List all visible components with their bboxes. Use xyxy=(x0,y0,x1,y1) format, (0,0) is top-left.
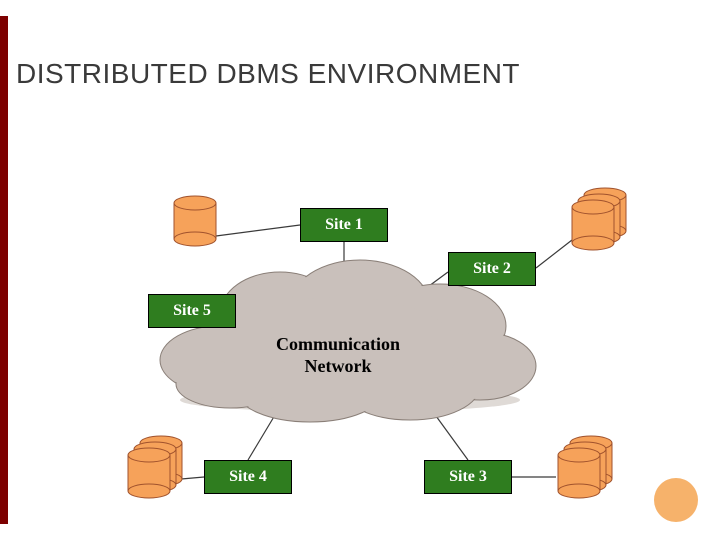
site1-label: Site 1 xyxy=(325,216,363,234)
site3-label: Site 3 xyxy=(449,468,487,486)
site5-label: Site 5 xyxy=(173,302,211,320)
site3-box: Site 3 xyxy=(424,460,512,494)
circle-accent xyxy=(654,478,698,522)
site1-box: Site 1 xyxy=(300,208,388,242)
cloud-label: CommunicationNetwork xyxy=(276,334,400,377)
site5-box: Site 5 xyxy=(148,294,236,328)
site4-label: Site 4 xyxy=(229,468,267,486)
left-accent-bar xyxy=(0,16,8,524)
site2-label: Site 2 xyxy=(473,260,511,278)
site4-box: Site 4 xyxy=(204,460,292,494)
site2-box: Site 2 xyxy=(448,252,536,286)
page-title: DISTRIBUTED DBMS ENVIRONMENT xyxy=(16,58,520,90)
